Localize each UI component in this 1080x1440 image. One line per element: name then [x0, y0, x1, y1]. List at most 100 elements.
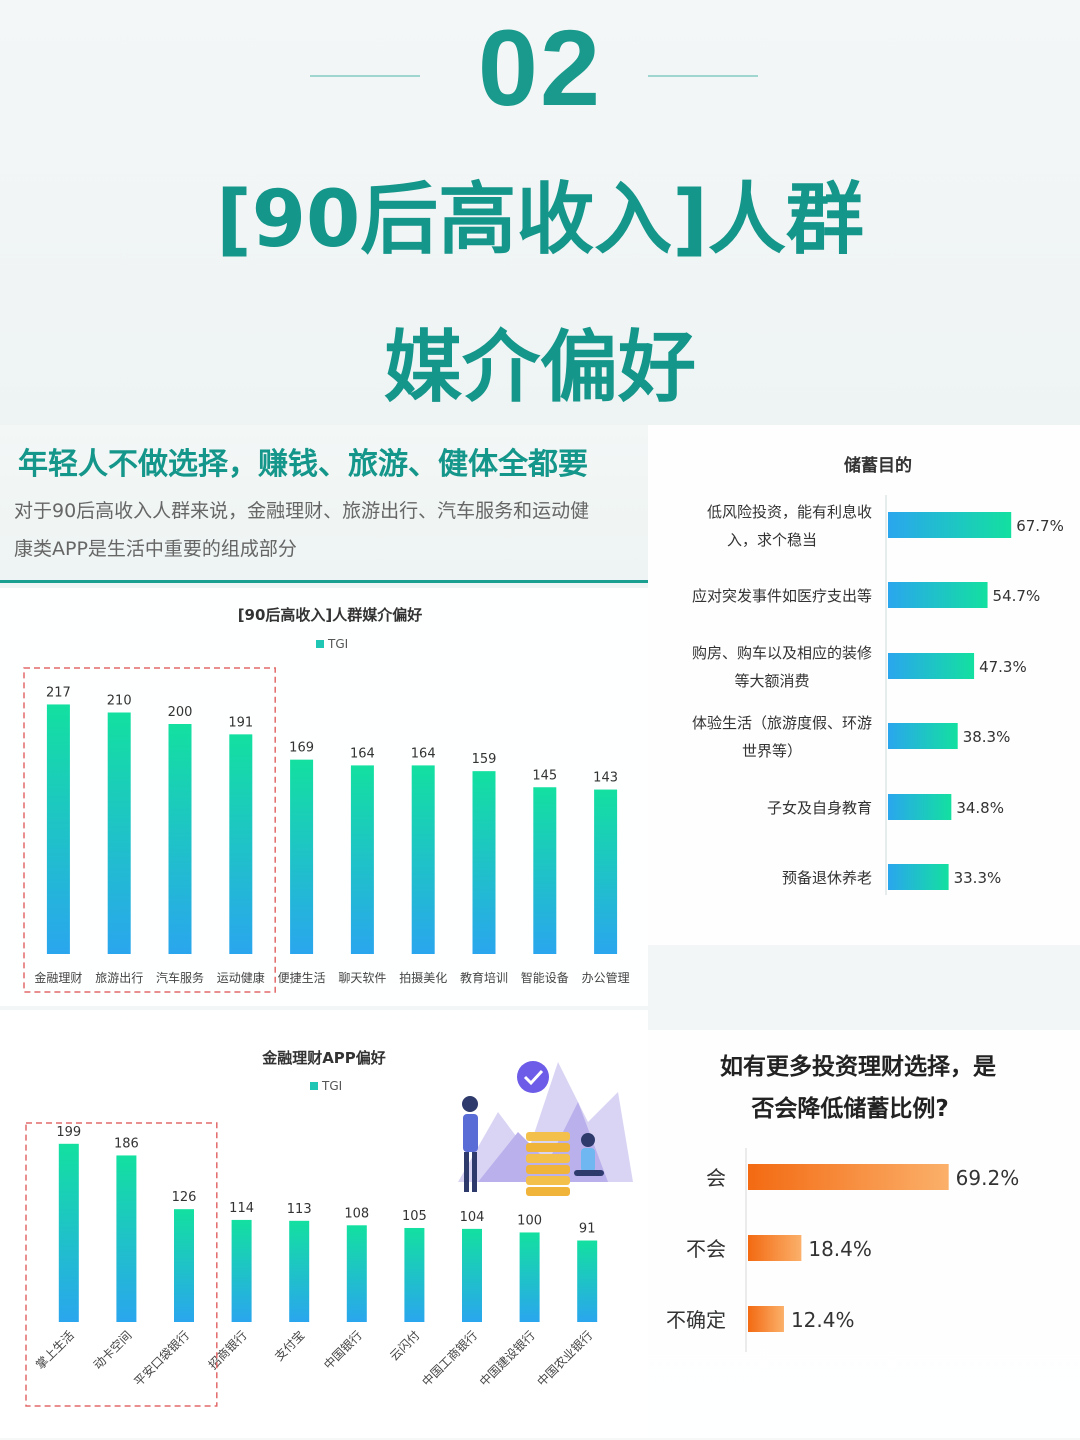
category-label: 招商银行 — [205, 1328, 250, 1373]
highlight-box — [23, 667, 276, 993]
chart-bar — [888, 794, 952, 820]
chart-bar — [58, 1143, 79, 1322]
person-sitting-icon — [574, 1133, 604, 1176]
chart-title: 储蓄目的 — [844, 455, 912, 476]
category-label: 教育培训 — [460, 970, 508, 985]
bar-value-label: 91 — [579, 1222, 596, 1237]
intro-panel: 年轻人不做选择，赚钱、旅游、健体全都要 — [0, 425, 648, 583]
bar-value-label: 114 — [229, 1201, 254, 1216]
category-label: 动卡空间 — [91, 1328, 135, 1372]
page-title-line2: 媒介偏好 — [383, 323, 696, 413]
category-label: 低风险投资，能有利息收 — [707, 503, 872, 521]
bar-value-label: 113 — [287, 1202, 312, 1217]
category-label: 应对突发事件如医疗支出等 — [692, 587, 872, 605]
bar-value-label: 200 — [168, 705, 193, 720]
chart-bar — [888, 723, 958, 749]
savings-chart-card: 储蓄目的 67.7% 低风险投资，能有利息收 入，求个稳当 54.7% 应对突发事件如医疗… — [648, 425, 1080, 945]
category-label: 中国工商银行 — [419, 1328, 481, 1390]
header-decor-line-left — [310, 75, 420, 77]
reduce-chart-card: 如有更多投资理财选择，是 否会降低储蓄比例? 69.2% 会 18.4% 不会 12.4% 不… — [648, 1030, 1080, 1438]
person-standing-icon — [462, 1096, 478, 1192]
coin-stack-icon — [526, 1132, 570, 1196]
category-label: 办公管理 — [582, 970, 630, 985]
chart-bar — [748, 1235, 802, 1261]
intro-body: 对于90后高收入人群来说，金融理财、旅游出行、汽车服务和运动健 康类APP是生活… — [14, 492, 644, 568]
legend-swatch — [316, 640, 324, 648]
check-mark-icon — [523, 1069, 544, 1086]
chart-bar — [231, 1219, 252, 1322]
bar-value-label: 104 — [460, 1210, 485, 1225]
category-label: 中国农业银行 — [534, 1328, 596, 1390]
chart-bar — [748, 1306, 784, 1332]
chart-bar — [748, 1164, 949, 1190]
bar-value-label: 69.2% — [956, 1166, 1020, 1190]
page-title-line1: [90后高收入]人群 — [216, 175, 864, 265]
category-label: 不确定 — [666, 1308, 726, 1332]
chart-bar — [116, 1155, 137, 1322]
intro-body-line1: 对于90后高收入人群来说，金融理财、旅游出行、汽车服务和运动健 — [14, 500, 590, 522]
chart-title: [90后高收入]人群媒介偏好 — [238, 606, 423, 624]
category-label: 智能设备 — [521, 970, 569, 985]
bar-value-label: 34.8% — [956, 799, 1004, 817]
chart-bar — [174, 1209, 194, 1322]
category-label: 预备退休养老 — [782, 869, 872, 887]
header-decor-line-right — [648, 75, 758, 77]
section-number: 02 — [477, 7, 603, 128]
bar-value-label: 38.3% — [963, 728, 1011, 746]
finance-chart-card: 金融理财APP偏好 TGI 199 掌上生活 186 动卡空间 126 平安口袋银行 114 招商… — [0, 1010, 648, 1438]
chart-bar — [404, 1227, 425, 1322]
chart-title: 如有更多投资理财选择，是 — [720, 1053, 996, 1080]
check-badge-icon — [517, 1061, 549, 1093]
chart-bar — [346, 1225, 367, 1322]
bar-value-label: 12.4% — [791, 1308, 855, 1332]
category-label: 平安口袋银行 — [131, 1328, 193, 1390]
legend-label: TGI — [327, 637, 348, 651]
category-label: 支付宝 — [272, 1328, 307, 1363]
bar-value-label: 143 — [593, 771, 618, 786]
bar-value-label: 105 — [402, 1209, 427, 1224]
category-label: 汽车服务 — [156, 970, 204, 985]
category-label: 旅游出行 — [95, 971, 143, 985]
chart-bar — [888, 512, 1012, 538]
bar-value-label: 159 — [472, 752, 497, 767]
bar-value-label: 164 — [411, 746, 436, 761]
chart-bar — [594, 789, 618, 954]
bar-value-label: 67.7% — [1016, 517, 1064, 535]
media-chart: [90后高收入]人群媒介偏好 TGI 217 金融理财 210 旅游出行 200 汽车服务 19… — [23, 606, 630, 993]
chart-bar — [472, 771, 496, 954]
category-label: 等大额消费 — [734, 672, 809, 690]
bar-value-label: 191 — [228, 715, 253, 730]
category-label: 世界等） — [742, 742, 802, 760]
bar-value-label: 33.3% — [954, 869, 1002, 887]
chart-bar — [533, 787, 557, 954]
category-label: 子女及自身教育 — [767, 799, 872, 817]
chart-bar — [290, 759, 314, 954]
chart-bar — [888, 864, 949, 890]
chart-bar — [229, 734, 253, 954]
chart-title: 金融理财APP偏好 — [261, 1049, 386, 1067]
category-label: 中国银行 — [320, 1328, 365, 1373]
category-label: 掌上生活 — [33, 1328, 77, 1372]
category-label: 运动健康 — [217, 970, 265, 985]
bar-value-label: 54.7% — [993, 587, 1041, 605]
finance-chart: 金融理财APP偏好 TGI 199 掌上生活 186 动卡空间 126 平安口袋银行 114 招商… — [25, 1049, 598, 1407]
bar-value-label: 186 — [114, 1136, 139, 1151]
intro-body-line2: 康类APP是生活中重要的组成部分 — [14, 538, 297, 560]
chart-bar — [411, 765, 435, 954]
category-label: 便捷生活 — [278, 971, 326, 985]
chart-bar — [289, 1220, 310, 1322]
category-label: 会 — [706, 1166, 726, 1190]
legend-swatch — [310, 1082, 318, 1090]
investment-illustration — [458, 1061, 633, 1196]
category-label: 购房、购车以及相应的装修 — [692, 644, 872, 662]
bar-value-label: 100 — [517, 1213, 542, 1228]
category-label: 不会 — [686, 1237, 726, 1261]
legend-label: TGI — [321, 1079, 342, 1093]
category-label: 聊天软件 — [338, 971, 386, 985]
chart-bar — [168, 724, 192, 954]
bar-value-label: 18.4% — [808, 1237, 872, 1261]
category-label: 体验生活（旅游度假、环游 — [692, 714, 872, 732]
chart-bar — [888, 582, 988, 608]
